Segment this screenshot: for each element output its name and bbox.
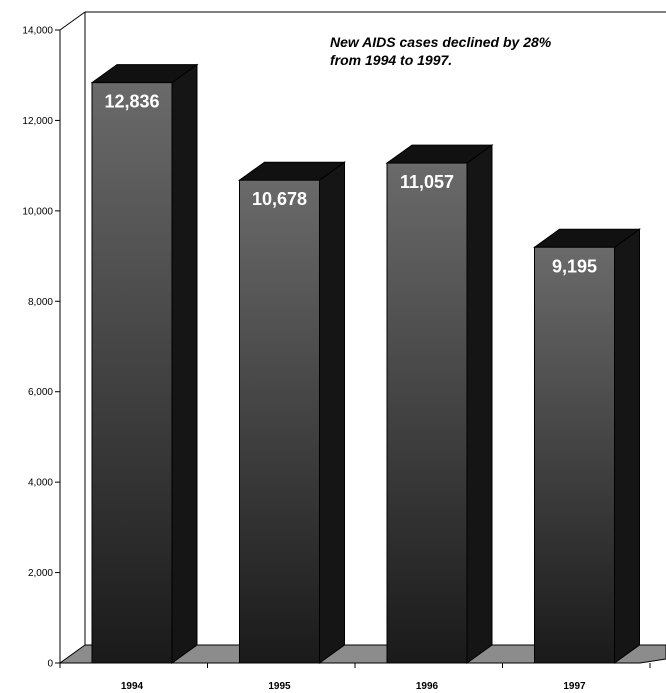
annotation-line-2: from 1994 to 1997. xyxy=(330,52,452,68)
bar-1996 xyxy=(385,144,494,664)
bar-side xyxy=(171,63,198,664)
data-labels: 12,836 10,678 11,057 9,195 xyxy=(104,92,597,277)
data-label-1995: 10,678 xyxy=(252,189,307,209)
bar-side xyxy=(614,228,640,664)
bar-front xyxy=(534,246,615,664)
data-label-1996: 11,057 xyxy=(400,172,454,192)
y-tick-label: 2,000 xyxy=(28,568,53,579)
y-tick-label: 4,000 xyxy=(28,478,53,489)
bar-side xyxy=(466,144,493,664)
bar-1995 xyxy=(237,161,347,664)
y-tick-label: 12,000 xyxy=(22,116,53,127)
chart-walls xyxy=(59,11,666,645)
y-tick-label: 6,000 xyxy=(28,387,53,398)
bar-front xyxy=(386,162,468,664)
bar-1994 xyxy=(90,63,199,664)
x-tick-label: 1996 xyxy=(416,681,439,692)
x-tick-label: 1994 xyxy=(121,681,144,692)
bar-1997 xyxy=(532,228,642,664)
y-tick-label: 14,000 xyxy=(22,26,53,37)
x-tick-label: 1997 xyxy=(563,681,586,692)
y-tick-label: 8,000 xyxy=(28,297,53,308)
bar-front xyxy=(91,82,173,664)
bars xyxy=(90,63,642,664)
data-label-1997: 9,195 xyxy=(552,256,597,276)
y-axis: 0 2,000 4,000 6,000 8,000 10,000 12,000 14,000 xyxy=(22,26,61,670)
x-tick-label: 1995 xyxy=(268,681,291,692)
y-tick-label: 0 xyxy=(47,659,53,670)
data-label-1994: 12,836 xyxy=(104,92,159,112)
bar-side xyxy=(319,161,345,664)
annotation-line-1: New AIDS cases declined by 28% xyxy=(330,34,552,50)
bar-front xyxy=(239,179,320,664)
back-wall-top-edge xyxy=(59,11,86,31)
annotation: New AIDS cases declined by 28% from 1994… xyxy=(330,34,555,68)
x-axis: 1994 1995 1996 1997 xyxy=(59,662,651,692)
y-tick-label: 10,000 xyxy=(22,206,53,217)
